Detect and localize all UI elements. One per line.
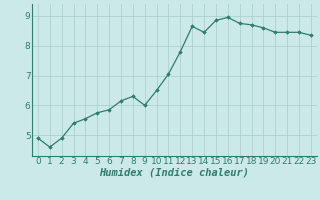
X-axis label: Humidex (Indice chaleur): Humidex (Indice chaleur) xyxy=(100,168,249,178)
